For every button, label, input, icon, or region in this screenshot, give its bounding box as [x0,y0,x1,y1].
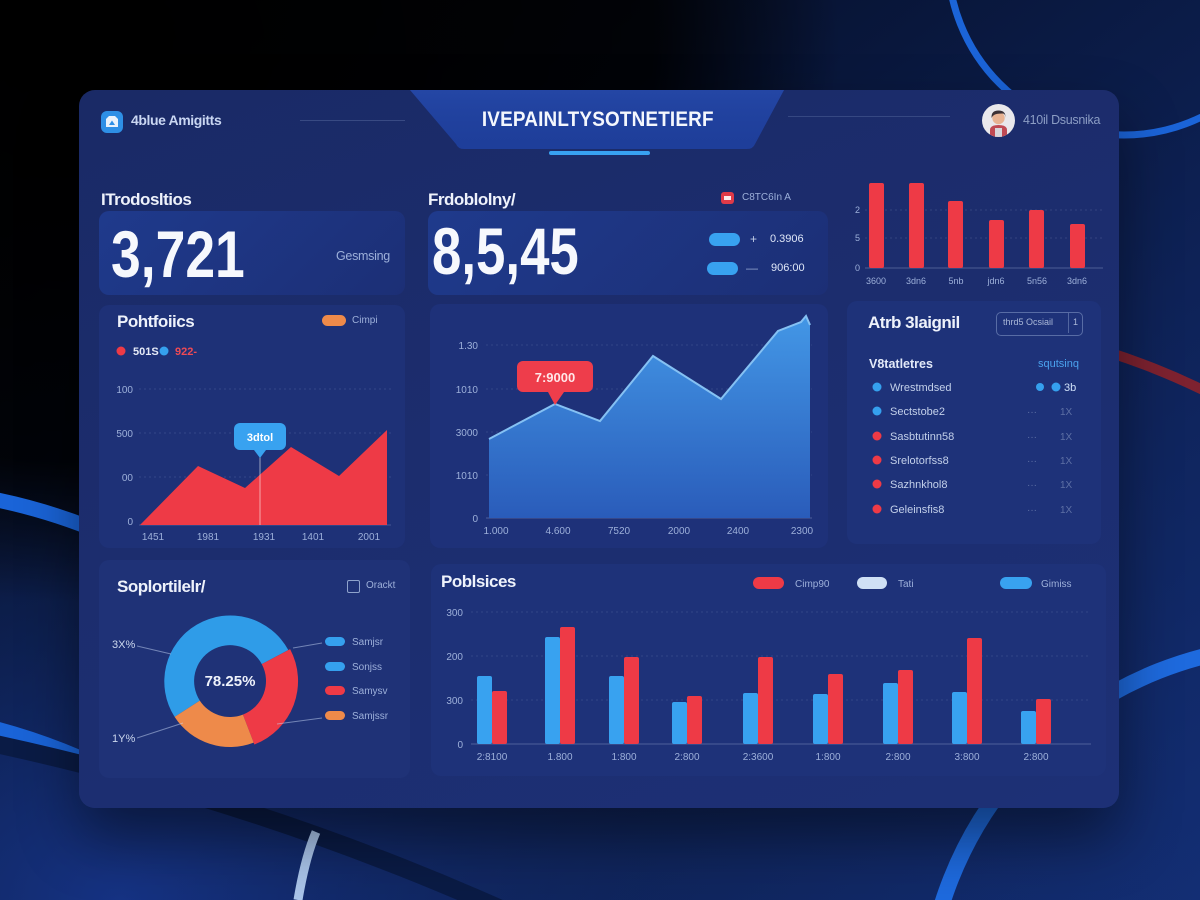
svg-text:1X: 1X [1060,480,1073,491]
svg-text:0: 0 [472,514,478,525]
svg-text:3X%: 3X% [112,639,135,651]
svg-text:1401: 1401 [302,532,325,543]
svg-text:2001: 2001 [358,532,381,543]
svg-text:Gimiss: Gimiss [1041,579,1072,590]
svg-text:Samjsr: Samjsr [352,637,384,648]
svg-text:···: ··· [1027,456,1037,467]
svg-text:Sonjss: Sonjss [352,662,382,673]
svg-text:Sazhnkhol8: Sazhnkhol8 [890,479,948,491]
svg-text:300: 300 [446,608,463,619]
svg-text:2:800: 2:800 [1023,752,1048,763]
svg-text:jdn6: jdn6 [986,276,1004,286]
svg-text:0: 0 [457,740,463,751]
svg-text:5: 5 [855,233,860,243]
svg-text:4.600: 4.600 [545,526,570,537]
svg-text:3dtol: 3dtol [247,432,273,444]
svg-text:1010: 1010 [456,385,479,396]
svg-text:squtsinq: squtsinq [1038,358,1079,370]
svg-text:3dn6: 3dn6 [1067,276,1087,286]
svg-text:1X: 1X [1060,456,1073,467]
svg-text:1:800: 1:800 [611,752,636,763]
svg-text:2:8100: 2:8100 [477,752,508,763]
svg-text:···: ··· [1027,432,1037,443]
svg-text:Cimp90: Cimp90 [795,579,830,590]
svg-text:2:800: 2:800 [885,752,910,763]
svg-text:100: 100 [116,385,133,396]
svg-text:1Y%: 1Y% [112,733,135,745]
svg-text:7:9000: 7:9000 [535,370,575,385]
svg-text:1451: 1451 [142,532,165,543]
svg-text:922-: 922- [175,346,197,358]
svg-text:0: 0 [127,517,133,528]
svg-text:···: ··· [1027,505,1037,516]
svg-text:78.25%: 78.25% [205,673,256,690]
svg-text:Srelotorfss8: Srelotorfss8 [890,455,949,467]
svg-text:1010: 1010 [456,471,479,482]
svg-text:Samjssr: Samjssr [352,711,389,722]
svg-text:1X: 1X [1060,407,1073,418]
svg-text:0: 0 [855,263,860,273]
svg-text:Samysv: Samysv [352,686,388,697]
svg-text:Geleinsfis8: Geleinsfis8 [890,504,944,516]
svg-text:···: ··· [1027,480,1037,491]
svg-text:1981: 1981 [197,532,220,543]
svg-text:5nb: 5nb [948,276,963,286]
svg-text:3:800: 3:800 [954,752,979,763]
svg-text:501S: 501S [133,346,159,358]
svg-text:3600: 3600 [866,276,886,286]
svg-text:300: 300 [446,696,463,707]
svg-text:2:800: 2:800 [674,752,699,763]
svg-text:00: 00 [122,473,134,484]
svg-text:Sasbtutinn58: Sasbtutinn58 [890,431,954,443]
svg-text:2400: 2400 [727,526,750,537]
svg-text:···: ··· [1027,407,1037,418]
svg-text:1X: 1X [1060,505,1073,516]
svg-text:7520: 7520 [608,526,631,537]
svg-text:2:3600: 2:3600 [743,752,774,763]
svg-text:1.30: 1.30 [459,341,479,352]
svg-text:500: 500 [116,429,133,440]
svg-text:200: 200 [446,652,463,663]
svg-text:1X: 1X [1060,432,1073,443]
svg-text:1931: 1931 [253,532,276,543]
svg-text:Sectstobe2: Sectstobe2 [890,406,945,418]
svg-text:2000: 2000 [668,526,691,537]
svg-text:3000: 3000 [456,428,479,439]
svg-text:1.000: 1.000 [483,526,508,537]
svg-text:5n56: 5n56 [1027,276,1047,286]
svg-text:3dn6: 3dn6 [906,276,926,286]
svg-text:Tati: Tati [898,579,914,590]
svg-text:1:800: 1:800 [815,752,840,763]
svg-text:3b: 3b [1064,382,1076,394]
svg-text:V8tatletres: V8tatletres [869,357,933,371]
svg-text:2: 2 [855,205,860,215]
svg-text:Wrestmdsed: Wrestmdsed [890,382,952,394]
svg-text:1.800: 1.800 [547,752,572,763]
svg-text:2300: 2300 [791,526,814,537]
